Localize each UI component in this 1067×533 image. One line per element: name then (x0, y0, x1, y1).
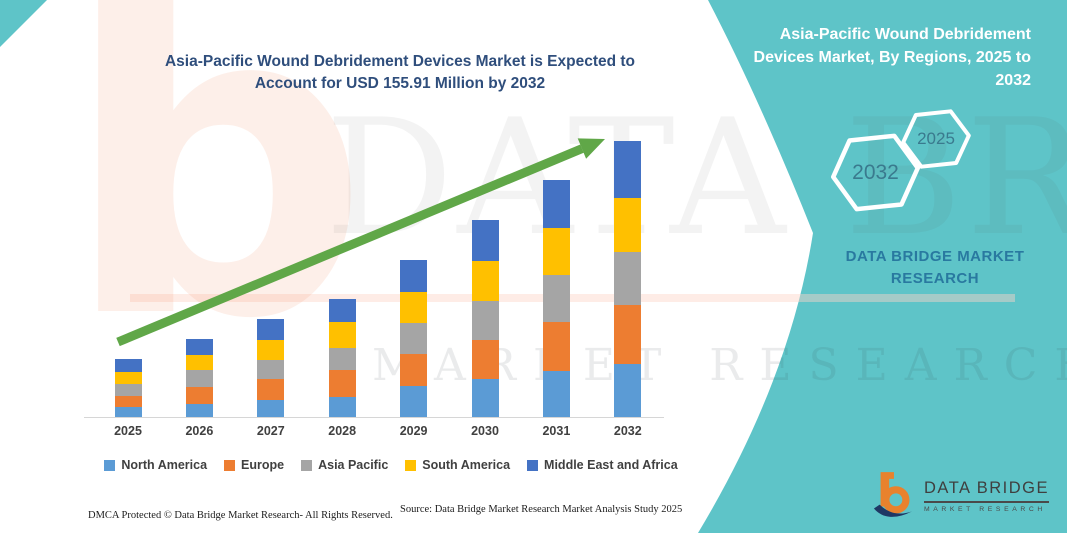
legend-label: Middle East and Africa (544, 458, 678, 472)
logo-title: DATA BRIDGE (924, 479, 1049, 503)
bar-segment-south-america (328, 321, 356, 348)
bar-segment-asia-pacific (185, 370, 213, 387)
bar-segment-north-america (114, 406, 142, 417)
bar-segment-north-america (328, 396, 356, 417)
company-logo: DATA BRIDGE MARKET RESEARCH (872, 470, 1049, 524)
panel-title: Asia-Pacific Wound Debridement Devices M… (753, 26, 1031, 89)
legend-item: Europe (224, 458, 284, 472)
bar-segment-south-america (400, 292, 428, 323)
bar-segment-middle-east-and-africa (542, 180, 570, 228)
bar-segment-south-america (114, 372, 142, 385)
bar-segment-middle-east-and-africa (114, 358, 142, 373)
hexagon-2032-label: 2032 (852, 160, 899, 184)
source-note: Source: Data Bridge Market Research Mark… (400, 504, 683, 515)
bar-segment-asia-pacific (400, 322, 428, 355)
legend-item: Asia Pacific (301, 458, 388, 472)
bar-segment-europe (614, 305, 642, 364)
bar-segment-europe (328, 370, 356, 397)
x-axis-label: 2030 (471, 424, 499, 438)
bar-segment-asia-pacific (542, 275, 570, 322)
legend-item: South America (405, 458, 510, 472)
hexagon-2032-icon: 2032 (830, 133, 921, 212)
bar-segment-north-america (400, 386, 428, 417)
hexagon-2025-label: 2025 (917, 129, 955, 148)
bar-segment-europe (257, 379, 285, 401)
x-axis-label: 2032 (613, 424, 642, 438)
bar-segment-south-america (471, 261, 499, 302)
x-axis-label: 2029 (399, 424, 428, 438)
bar-segment-north-america (542, 370, 570, 417)
logo-subtitle: MARKET RESEARCH (924, 506, 1046, 513)
bar-segment-south-america (614, 198, 642, 252)
bar-segment-asia-pacific (257, 360, 285, 380)
x-axis-line (84, 417, 664, 418)
bar-segment-south-america (257, 340, 285, 361)
bar-segment-europe (471, 340, 499, 379)
x-axis-label: 2025 (114, 424, 142, 438)
x-axis-label: 2028 (328, 424, 357, 438)
chart-title: Asia-Pacific Wound Debridement Devices M… (164, 53, 636, 93)
bar-segment-europe (185, 386, 213, 405)
bar-segment-asia-pacific (614, 251, 642, 306)
bar-segment-middle-east-and-africa (471, 219, 499, 262)
legend-swatch-icon (405, 459, 417, 471)
bar-segment-middle-east-and-africa (400, 260, 428, 293)
bar-segment-north-america (257, 400, 285, 417)
logo-b-icon (873, 472, 913, 517)
hexagon-2025-icon: 2025 (901, 109, 971, 169)
dmca-note: DMCA Protected © Data Bridge Market Rese… (88, 510, 393, 521)
legend-swatch-icon (301, 459, 313, 471)
bar-segment-north-america (471, 378, 499, 417)
bar-segment-asia-pacific (328, 347, 356, 371)
legend-swatch-icon (104, 459, 116, 471)
bar-segment-south-america (542, 227, 570, 276)
legend-swatch-icon (527, 459, 539, 471)
corner-triangle-shape (0, 0, 47, 47)
bar-segment-middle-east-and-africa (328, 299, 356, 322)
legend-swatch-icon (224, 459, 236, 471)
x-axis-label: 2026 (185, 424, 214, 438)
x-axis-label: 2031 (542, 424, 571, 438)
logo-text-block: DATA BRIDGE MARKET RESEARCH (924, 470, 1049, 513)
legend-label: North America (121, 458, 208, 472)
bar-segment-north-america (614, 363, 642, 417)
bar-segment-asia-pacific (471, 301, 499, 341)
bar-segment-europe (114, 395, 142, 407)
chart-legend: North America Europe Asia Pacific South Ame… (66, 458, 716, 472)
bar-segment-north-america (185, 404, 213, 417)
bar-segment-middle-east-and-africa (257, 319, 285, 341)
bar-segment-south-america (185, 355, 213, 371)
x-axis-label: 2027 (256, 424, 285, 438)
bar-segment-middle-east-and-africa (614, 141, 642, 198)
legend-item: Middle East and Africa (527, 458, 678, 472)
legend-label: Europe (241, 458, 285, 472)
teal-swoosh-shape (698, 0, 1067, 533)
legend-item: North America (104, 458, 207, 472)
bar-segment-europe (400, 354, 428, 387)
panel-brand-text: DATA BRIDGE MARKET RESEARCH (845, 248, 1025, 287)
bar-segment-asia-pacific (114, 384, 142, 396)
legend-label: Asia Pacific (318, 458, 389, 472)
legend-label: South America (422, 458, 511, 472)
bar-segment-europe (542, 321, 570, 371)
bar-segment-middle-east-and-africa (185, 339, 213, 356)
